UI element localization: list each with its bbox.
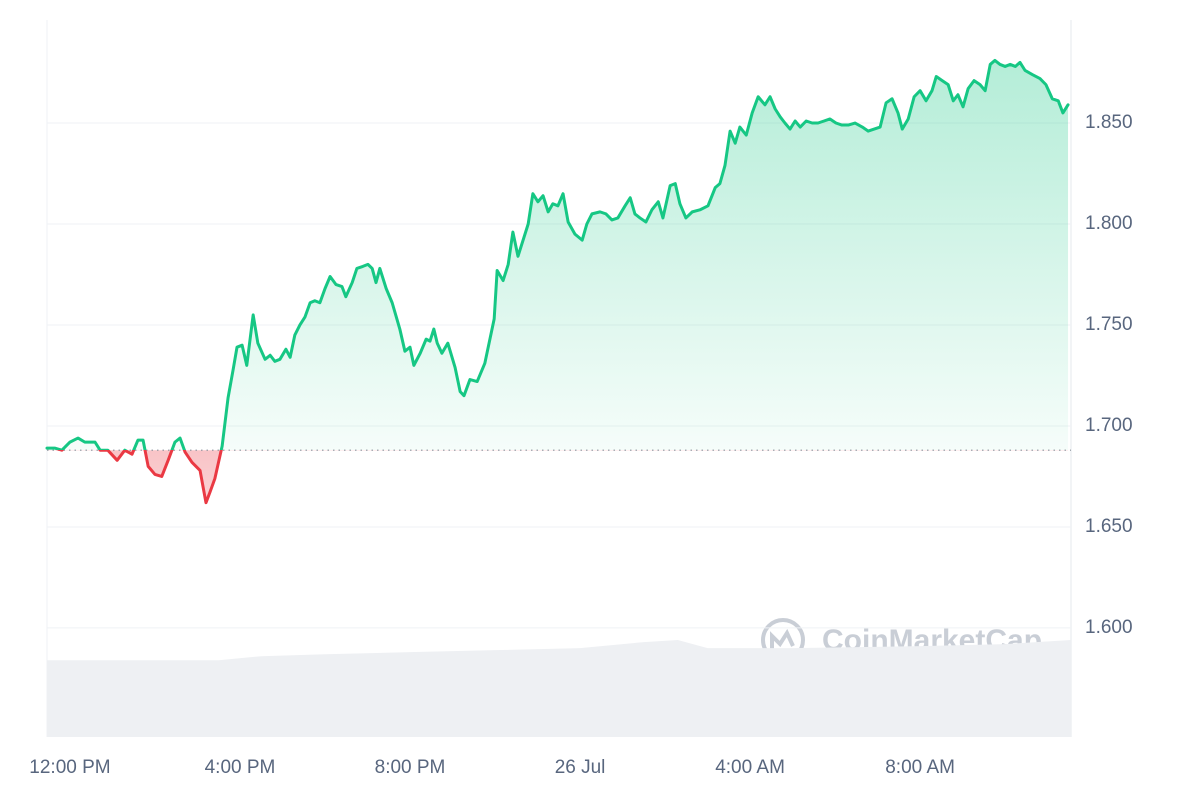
x-tick-label: 26 Jul — [555, 757, 606, 778]
y-tick-label: 1.650 — [1085, 516, 1133, 537]
price-line — [45, 58, 1070, 505]
x-tick-label: 8:00 PM — [375, 757, 446, 778]
y-tick-label: 1.750 — [1085, 314, 1133, 335]
x-tick-label: 8:00 AM — [885, 757, 955, 778]
x-tick-label: 4:00 PM — [205, 757, 276, 778]
y-tick-label: 1.700 — [1085, 415, 1133, 436]
y-tick-label: 1.850 — [1085, 112, 1133, 133]
price-area — [47, 60, 1069, 503]
volume-area — [47, 640, 1071, 737]
y-tick-label: 1.600 — [1085, 617, 1133, 638]
x-tick-label: 12:00 PM — [29, 757, 110, 778]
y-tick-label: 1.800 — [1085, 213, 1133, 234]
x-tick-label: 4:00 AM — [715, 757, 785, 778]
